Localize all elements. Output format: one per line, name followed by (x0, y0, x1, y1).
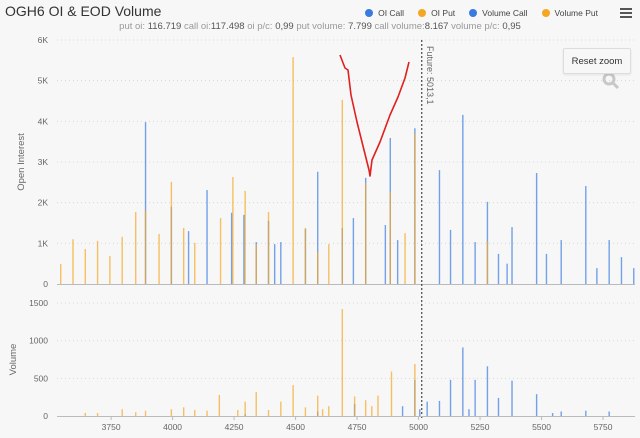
legend-item-oi-put[interactable]: OI Put (418, 8, 455, 18)
y-tick-label: 1000 (29, 336, 48, 346)
y-tick-label: 5K (38, 76, 49, 86)
y-tick-label: 1500 (29, 298, 48, 308)
x-tick-label: 5000 (409, 422, 428, 432)
y-tick-label: 1K (38, 238, 49, 248)
y-tick-label: 4K (38, 116, 49, 126)
x-tick-label: 4000 (163, 422, 182, 432)
y-axis-title: Volume (8, 344, 19, 376)
volume-put-dot-icon (541, 9, 550, 17)
legend-label: Volume Put (554, 8, 598, 18)
put-oi-label: put oi: (119, 21, 146, 32)
volume-pc-value: 0,95 (502, 21, 521, 32)
legend: OI Call OI Put Volume Call Volume Put (365, 8, 598, 18)
legend-item-volume-call[interactable]: Volume Call (469, 8, 528, 18)
x-tick-label: 4750 (348, 422, 367, 432)
y-tick-label: 2K (38, 198, 49, 208)
call-oi-label: call oi: (183, 21, 211, 32)
volume-pc-label: volume p/c: (451, 21, 500, 32)
oi-call-dot-icon (365, 9, 374, 17)
magnifier-icon (602, 72, 616, 86)
x-tick-label: 4500 (286, 422, 305, 432)
hand-drawn-annotation (339, 54, 410, 177)
y-tick-label: 500 (34, 373, 48, 383)
legend-label: Volume Call (482, 8, 528, 18)
call-volume-label: call volume: (374, 21, 425, 32)
x-tick-label: 5500 (532, 422, 551, 432)
legend-label: OI Call (378, 8, 405, 18)
volume-call-dot-icon (469, 9, 478, 17)
call-volume-value: 8.167 (424, 21, 449, 32)
oi-pc-value: 0,99 (275, 21, 294, 32)
legend-item-volume-put[interactable]: Volume Put (541, 8, 598, 18)
y-tick-label: 3K (38, 157, 49, 167)
future-label: Future: 5013,1 (425, 46, 435, 105)
magnifier-icon (611, 81, 620, 90)
x-tick-label: 4250 (225, 422, 244, 432)
y-tick-label: 0 (43, 411, 48, 421)
hamburger-menu-icon[interactable] (620, 6, 632, 20)
x-tick-label: 5250 (471, 422, 490, 432)
y-tick-label: 0 (43, 279, 48, 289)
y-tick-label: 6K (38, 35, 49, 45)
chart-title: OGH6 OI & EOD Volume (5, 3, 162, 19)
oi-pc-label: oi p/c: (247, 21, 273, 32)
put-oi-value: 116.719 (147, 21, 182, 32)
put-volume-value: 7.799 (348, 21, 372, 32)
legend-item-oi-call[interactable]: OI Call (365, 8, 404, 18)
reset-zoom-button[interactable]: Reset zoom (563, 48, 631, 74)
stats-subtitle: put oi: 116.719 call oi:117.498 oi p/c: … (0, 21, 640, 32)
x-tick-label: 3750 (102, 422, 121, 432)
call-oi-value: 117.498 (210, 21, 245, 32)
legend-label: OI Put (431, 8, 456, 18)
oi-put-dot-icon (418, 9, 427, 17)
put-volume-label: put volume: (296, 21, 346, 32)
y-axis-title: Open Interest (16, 133, 27, 191)
x-tick-label: 5750 (594, 422, 613, 432)
